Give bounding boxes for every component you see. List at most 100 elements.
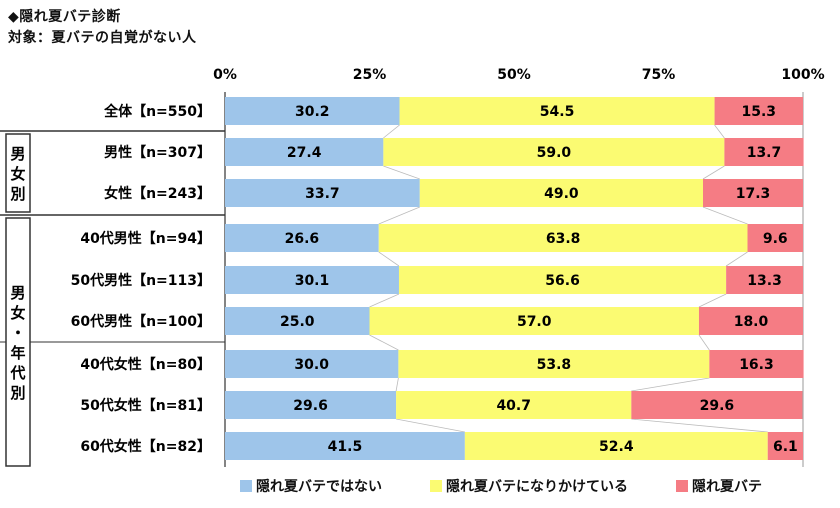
data-label: 9.6 bbox=[763, 231, 788, 247]
bar-segment bbox=[383, 138, 725, 166]
connector-line bbox=[369, 293, 400, 308]
bar-segment bbox=[225, 138, 384, 166]
legend-label: 隠れ夏バテではない bbox=[256, 479, 382, 495]
legend-label: 隠れ夏バテ bbox=[692, 479, 762, 495]
data-label: 33.7 bbox=[305, 186, 340, 202]
category-label: 60代女性【n=82】 bbox=[80, 438, 211, 455]
bar-segment bbox=[631, 391, 803, 419]
connector-line bbox=[702, 165, 725, 180]
x-tick-label: 0% bbox=[213, 67, 237, 83]
bar-segment bbox=[714, 97, 803, 125]
bar-segment bbox=[399, 97, 715, 125]
bar-segment bbox=[369, 307, 699, 335]
data-label: 17.3 bbox=[736, 186, 771, 202]
connector-line bbox=[702, 206, 748, 225]
data-label: 6.1 bbox=[773, 439, 798, 455]
group-label-box bbox=[5, 217, 31, 467]
bar-segment bbox=[698, 307, 803, 335]
data-label: 13.3 bbox=[747, 273, 782, 289]
category-label: 60代男性【n=100】 bbox=[71, 313, 211, 330]
group-label-char: ・ bbox=[10, 324, 25, 342]
group-label-char: 年 bbox=[10, 344, 25, 362]
connector-line bbox=[631, 377, 710, 392]
category-label: 50代女性【n=81】 bbox=[80, 397, 211, 414]
bar-segment bbox=[225, 266, 399, 294]
group-label-char: 男 bbox=[10, 284, 25, 302]
bar-segment bbox=[398, 266, 727, 294]
bar-segment bbox=[378, 224, 748, 252]
bar-segment bbox=[747, 224, 803, 252]
bar-segment bbox=[225, 391, 397, 419]
bar-segment bbox=[225, 307, 370, 335]
group-label-char: 別 bbox=[9, 384, 25, 402]
category-label: 男性【n=307】 bbox=[104, 144, 211, 161]
connector-line bbox=[378, 251, 400, 267]
connector-line bbox=[698, 293, 727, 308]
category-label: 40代女性【n=80】 bbox=[80, 356, 211, 373]
category-label: 50代男性【n=113】 bbox=[71, 272, 211, 289]
data-label: 29.6 bbox=[293, 398, 328, 414]
connector-line bbox=[369, 334, 399, 351]
bar-segment bbox=[703, 179, 803, 207]
x-tick-label: 100% bbox=[781, 67, 824, 83]
data-label: 13.7 bbox=[747, 145, 782, 161]
group-label-char: 女 bbox=[10, 304, 25, 322]
legend-swatch-blue bbox=[240, 480, 252, 492]
data-label: 18.0 bbox=[734, 314, 769, 330]
data-label: 63.8 bbox=[546, 231, 581, 247]
group-label-char: 女 bbox=[10, 165, 25, 183]
group-label-char: 男 bbox=[10, 145, 25, 163]
bar-segment bbox=[396, 391, 632, 419]
bar-segment bbox=[225, 179, 420, 207]
bar-segment bbox=[225, 350, 399, 378]
data-label: 25.0 bbox=[280, 314, 315, 330]
bar-segment bbox=[767, 432, 803, 460]
data-label: 30.2 bbox=[295, 104, 330, 120]
data-label: 26.6 bbox=[285, 231, 320, 247]
legend-swatch-red bbox=[676, 480, 688, 492]
bar-segment bbox=[709, 350, 804, 378]
legend-label: 隠れ夏バテになりかけている bbox=[446, 479, 628, 495]
data-label: 53.8 bbox=[537, 357, 572, 373]
data-label: 15.3 bbox=[742, 104, 777, 120]
bar-segment bbox=[225, 432, 465, 460]
data-label: 56.6 bbox=[545, 273, 580, 289]
connector-line bbox=[378, 206, 420, 225]
connector-line bbox=[383, 124, 400, 139]
connector-line bbox=[725, 251, 748, 267]
group-label-char: 別 bbox=[9, 185, 25, 203]
connector-line bbox=[698, 334, 710, 351]
legend: 隠れ夏バテではない 隠れ夏バテになりかけている 隠れ夏バテ bbox=[0, 476, 840, 500]
group-label-char: 代 bbox=[9, 364, 25, 382]
legend-item-hidden: 隠れ夏バテ bbox=[676, 476, 762, 496]
category-label: 女性【n=243】 bbox=[104, 185, 211, 202]
data-label: 30.0 bbox=[294, 357, 329, 373]
legend-item-almost: 隠れ夏バテになりかけている bbox=[430, 476, 628, 496]
data-label: 49.0 bbox=[544, 186, 579, 202]
data-label: 54.5 bbox=[540, 104, 575, 120]
chart-title: ◆隠れ夏バテ診断 bbox=[8, 9, 121, 25]
group-label-box bbox=[5, 133, 31, 213]
bar-segment bbox=[398, 350, 710, 378]
bar-segment bbox=[419, 179, 704, 207]
data-label: 27.4 bbox=[287, 145, 322, 161]
category-label: 全体【n=550】 bbox=[103, 103, 211, 120]
data-label: 16.3 bbox=[739, 357, 774, 373]
chart-subtitle: 対象：夏バテの自覚がない人 bbox=[8, 30, 197, 46]
x-tick-label: 25% bbox=[353, 67, 387, 83]
bar-segment bbox=[726, 266, 803, 294]
data-label: 57.0 bbox=[517, 314, 552, 330]
legend-swatch-yellow bbox=[430, 480, 442, 492]
bar-segment bbox=[464, 432, 768, 460]
legend-item-not: 隠れ夏バテではない bbox=[240, 476, 382, 496]
data-label: 40.7 bbox=[496, 398, 531, 414]
data-label: 29.6 bbox=[700, 398, 735, 414]
bar-segment bbox=[225, 97, 400, 125]
bar-segment bbox=[225, 224, 379, 252]
data-label: 41.5 bbox=[328, 439, 363, 455]
connector-line bbox=[396, 418, 465, 433]
x-tick-label: 50% bbox=[497, 67, 531, 83]
connector-line bbox=[395, 377, 399, 392]
